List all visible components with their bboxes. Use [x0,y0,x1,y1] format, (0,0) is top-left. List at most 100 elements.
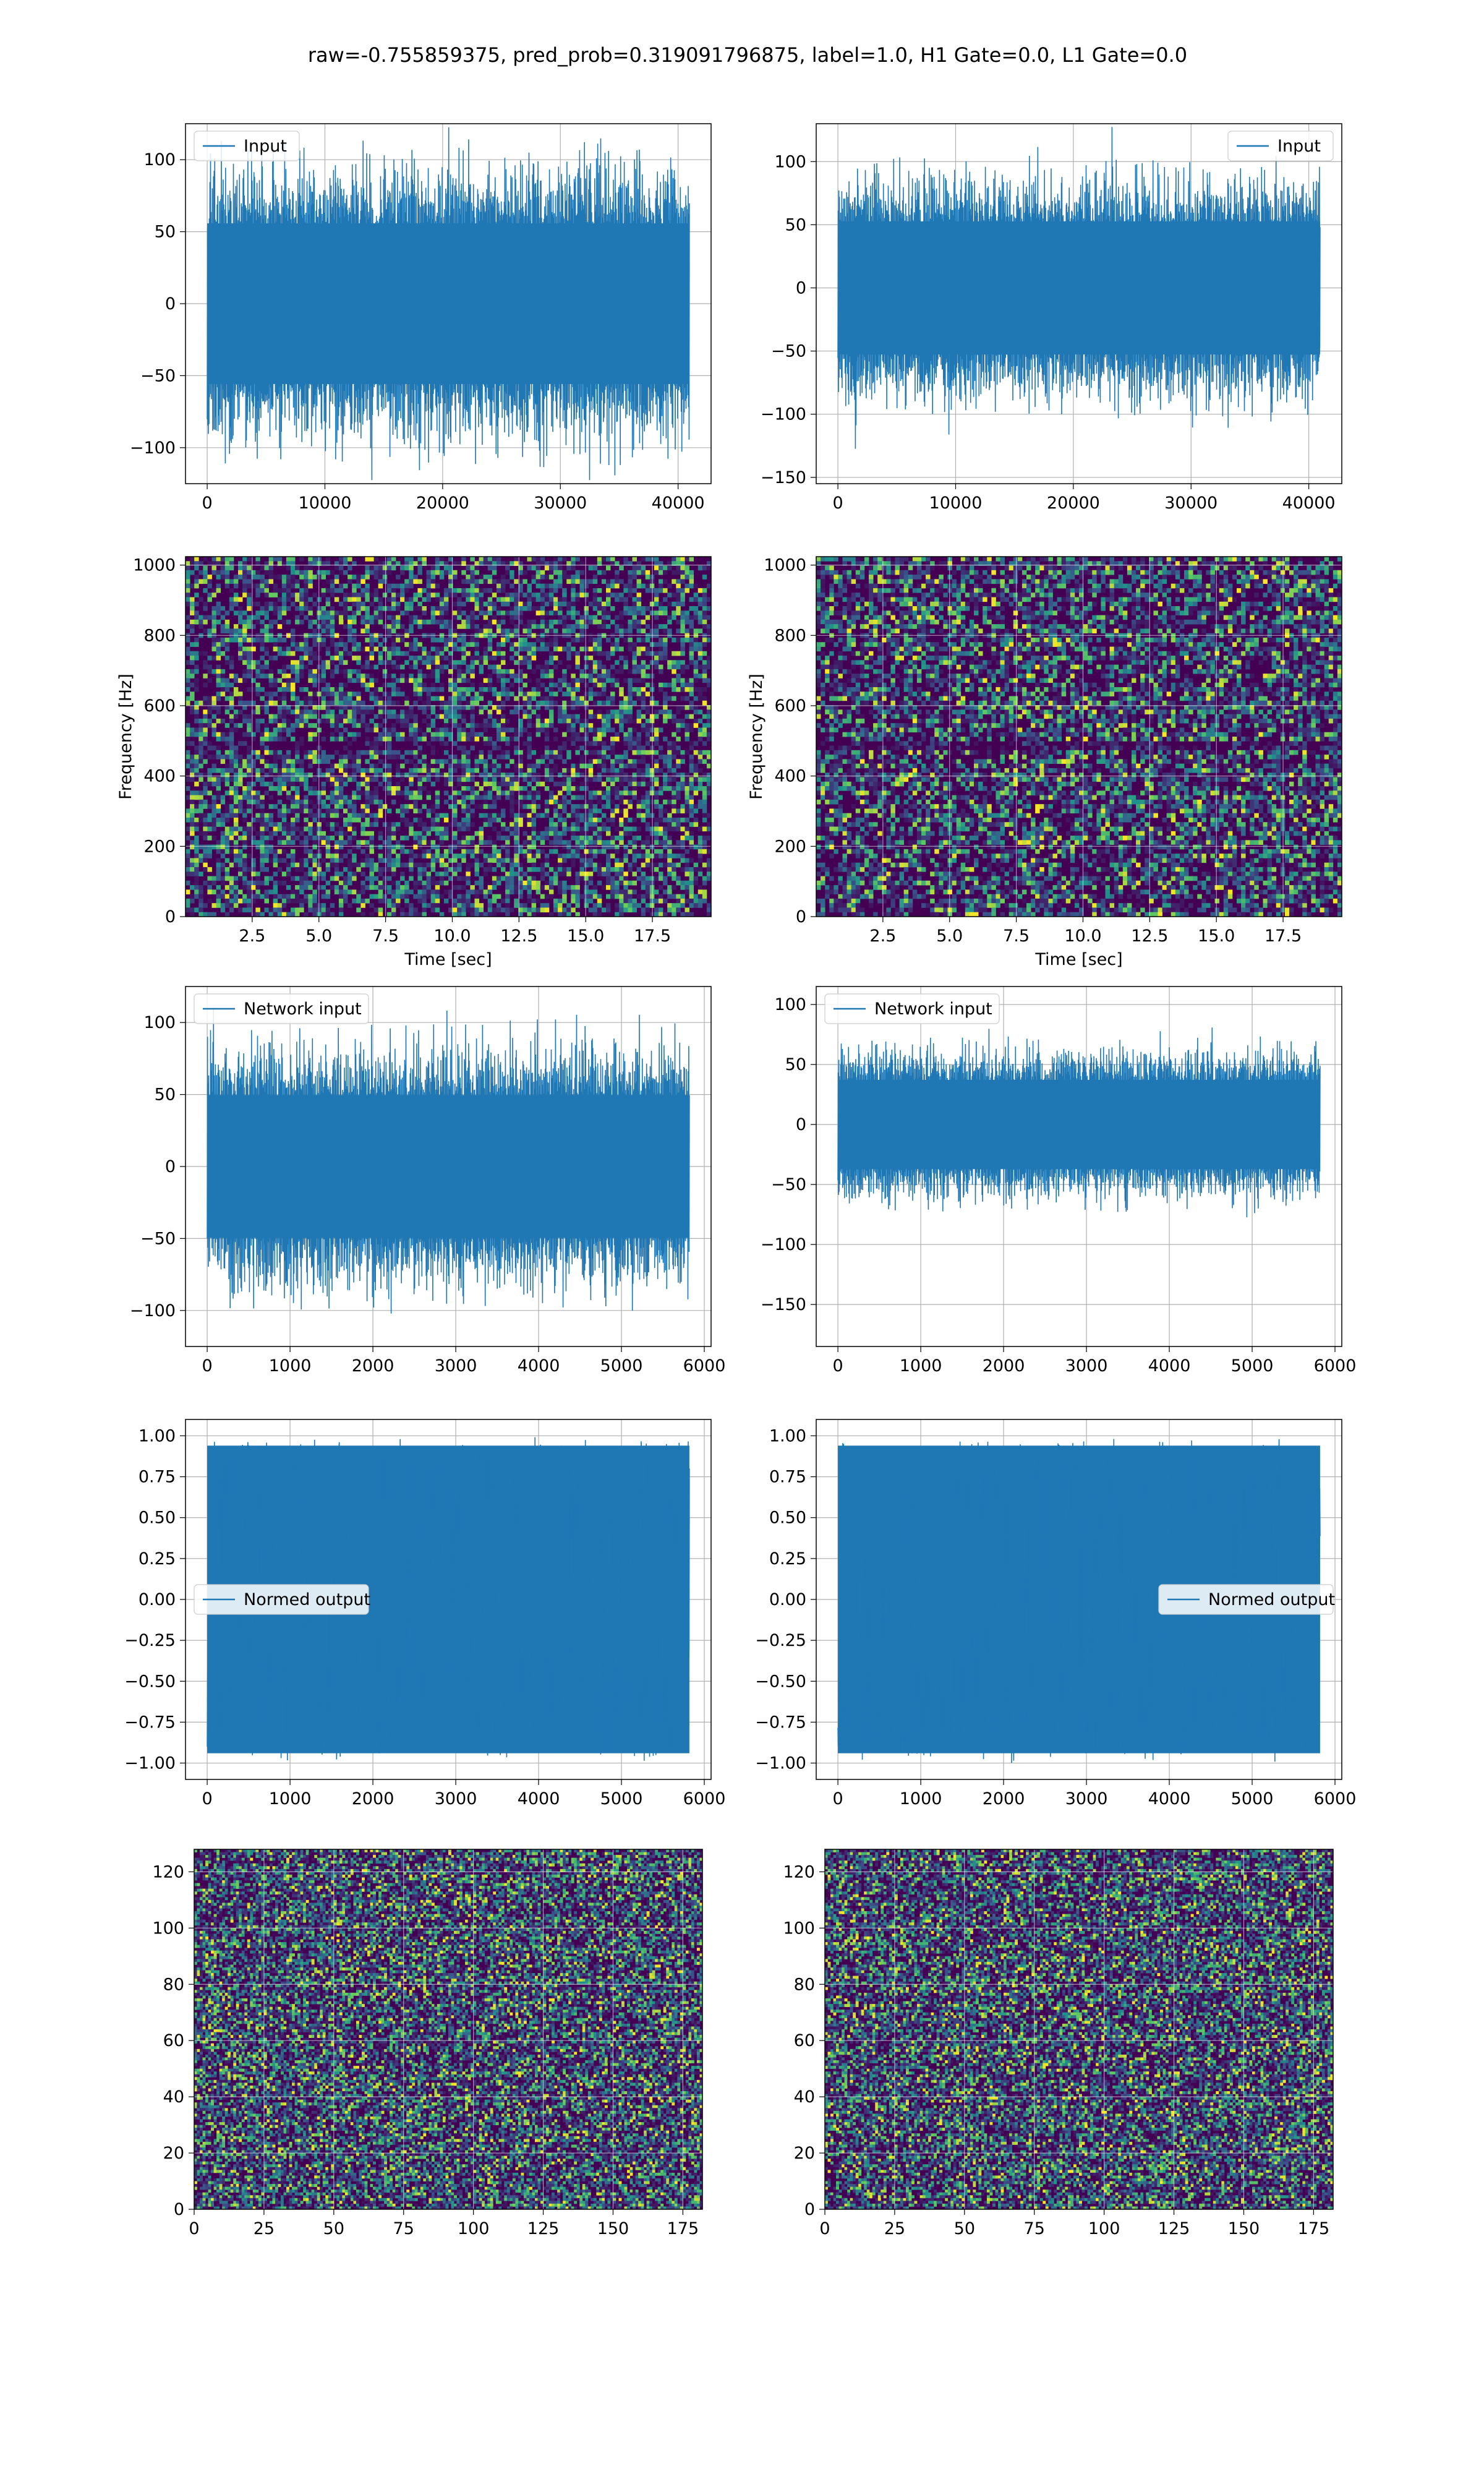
heatmap-cell [343,737,348,742]
heatmap-cell [484,813,488,818]
heatmap-cell [444,741,448,746]
heatmap-cell [352,588,356,593]
heatmap-cell [659,566,663,571]
heatmap-cell [685,795,689,800]
heatmap-cell [580,737,584,742]
heatmap-cell [269,683,273,688]
heatmap-cell [545,768,549,773]
heatmap-cell [444,727,448,732]
heatmap-cell [216,737,221,742]
heatmap-cell [633,701,637,706]
heatmap-cell [216,777,221,782]
heatmap-cell [702,669,707,674]
heatmap-cell [536,804,540,809]
heatmap-cell [417,746,422,751]
heatmap-cell [685,665,689,670]
heatmap-cell [566,683,571,688]
heatmap-cell [400,678,404,683]
heatmap-cell [492,741,497,746]
heatmap-cell [628,790,632,795]
heatmap-cell [689,764,694,769]
heatmap-cell [667,620,672,625]
heatmap-cell [352,795,356,800]
heatmap-cell [461,808,466,813]
heatmap-cell [260,647,264,652]
heatmap-cell [286,683,291,688]
heatmap-cell [540,593,545,597]
heatmap-cell [501,674,505,678]
heatmap-cell [623,709,628,714]
heatmap-cell [619,714,623,719]
heatmap-cell [619,723,623,728]
heatmap-cell [291,759,295,764]
heatmap-cell [216,656,221,661]
heatmap-cell [396,768,400,773]
heatmap-cell [606,755,610,760]
heatmap-cell [207,701,211,706]
heatmap-cell [580,588,584,593]
heatmap-cell [348,624,352,629]
heatmap-cell [326,709,330,714]
heatmap-cell [702,638,707,643]
heatmap-cell [488,795,492,800]
heatmap-cell [470,584,474,589]
heatmap-cell [484,602,488,607]
heatmap-cell [322,624,326,629]
heatmap-cell [571,628,575,633]
heatmap-cell [291,638,295,643]
heatmap-cell [391,755,396,760]
heatmap-cell [326,813,330,818]
heatmap-cell [623,737,628,742]
heatmap-cell [348,579,352,584]
heatmap-cell [672,669,676,674]
heatmap-cell [225,755,229,760]
heatmap-cell [339,557,343,562]
heatmap-cell [360,804,365,809]
heatmap-cell [247,624,251,629]
heatmap-cell [383,737,387,742]
heatmap-cell [514,593,518,597]
heatmap-cell [312,628,317,633]
heatmap-cell [527,750,532,755]
heatmap-cell [299,557,304,562]
heatmap-cell [659,606,663,611]
heatmap-cell [247,773,251,777]
heatmap-cell [532,750,536,755]
heatmap-cell [247,597,251,602]
heatmap-cell [641,777,646,782]
heatmap-cell [312,620,317,625]
heatmap-cell [549,683,553,688]
heatmap-cell [470,795,474,800]
heatmap-cell [510,786,514,791]
heatmap-cell [646,584,650,589]
heatmap-cell [444,790,448,795]
heatmap-cell [553,737,558,742]
heatmap-cell [212,610,216,615]
heatmap-cell [352,714,356,719]
heatmap-cell [562,620,566,625]
heatmap-cell [698,687,702,692]
heatmap-cell [615,773,619,777]
heatmap-cell [501,620,505,625]
heatmap-cell [680,557,684,562]
heatmap-cell [203,800,207,805]
heatmap-cell [553,557,558,562]
heatmap-cell [501,669,505,674]
heatmap-cell [212,696,216,701]
heatmap-cell [641,570,646,575]
heatmap-cell [510,709,514,714]
heatmap-cell [475,624,479,629]
heatmap-cell [356,719,360,724]
heatmap-cell [532,813,536,818]
heatmap-cell [391,597,396,602]
heatmap-cell [527,691,532,696]
heatmap-cell [229,764,234,769]
heatmap-cell [615,755,619,760]
heatmap-cell [339,683,343,688]
heatmap-cell [597,683,602,688]
heatmap-cell [203,570,207,575]
heatmap-cell [659,642,663,647]
heatmap-cell [378,615,383,620]
heatmap-cell [698,696,702,701]
heatmap-cell [646,723,650,728]
